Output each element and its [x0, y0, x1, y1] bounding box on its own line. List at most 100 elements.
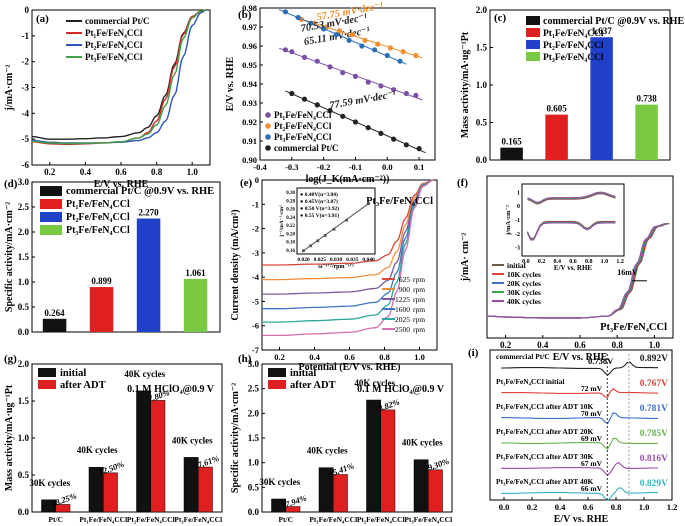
- panel-b-point: [327, 108, 333, 114]
- panel-e-inset-ytick: 0.16: [286, 249, 295, 254]
- panel-d-ytick-label: 2.0: [18, 227, 30, 237]
- panel-e-inset-point: [309, 244, 313, 248]
- panel-h-bar: [366, 399, 381, 513]
- panel-e-ytick-label: -2: [252, 224, 259, 234]
- panel-h-ytick-label: 2.5: [248, 384, 260, 394]
- panel-e-legend-unit: rpm: [413, 295, 425, 304]
- panel-i-peak-label: 0.781V: [640, 404, 668, 414]
- panel-f-inset-ytick: 1: [517, 190, 520, 196]
- panel-b-ytick-label: 0.98: [242, 3, 257, 13]
- panel-b-fit-line: [278, 47, 423, 101]
- panel-b-xtick-label: -0.4: [253, 162, 267, 172]
- panel-i-peak-label: 0.767V: [640, 379, 668, 389]
- panel-e-ytick-label: -5: [252, 296, 259, 306]
- panel-h-ytick-label: 0.0: [248, 507, 260, 517]
- panel-d-bar-label: 2.270: [138, 208, 159, 218]
- panel-i-xtick-label: 1.0: [639, 502, 650, 512]
- panel-b-point: [362, 37, 368, 43]
- panel-b-point: [403, 90, 409, 97]
- panel-h-category-label: Pt₃Fe/FeN₄CCl: [404, 515, 452, 524]
- panel-e-inset-ytick: 0.22: [286, 224, 295, 229]
- panel-f-xlabel: E/V vs. RHE: [553, 352, 608, 363]
- panel-e-inset-ytick: 0.24: [286, 216, 295, 221]
- panel-i-xtick-label: 1.2: [667, 502, 678, 512]
- panel-c-legend-label: commercial Pt/C @0.9V vs. RHE: [543, 16, 684, 27]
- panel-e-xlabel: Potential (E/V vs. RHE): [298, 362, 400, 373]
- panel-i-delta-label: 67 mV: [581, 459, 603, 468]
- panel-e-legend-label: 2025: [395, 315, 410, 324]
- panel-h-label: (h): [238, 353, 252, 365]
- panel-f-frame: [486, 175, 674, 339]
- panel-e-inset-xlabel: ω⁻¹ᐟ²/rpm⁻¹ᐟ²: [318, 263, 354, 270]
- panel-b-point: [327, 64, 333, 70]
- panel-d-bar: [42, 318, 67, 332]
- panel-e-legend-unit: rpm: [413, 315, 425, 324]
- panel-f-inset-frame: [521, 183, 625, 257]
- panel-f-legend-label: 10K cycles: [507, 270, 541, 279]
- panel-b-legend-label: commercial Pt/C: [274, 143, 339, 153]
- panel-d-legend-label: Pt₂Fe/FeN₄CCl: [66, 212, 130, 223]
- panel-e-inset-ytick: 0.26: [286, 208, 295, 213]
- panel-i-trace-line: [501, 388, 659, 398]
- panel-i-trace-name: Pt₃Fe/FeN₄CCl after ADT 10K: [496, 402, 593, 411]
- panel-d-bar: [183, 278, 208, 332]
- panel-b-point: [352, 119, 359, 125]
- panel-e-inset-ytick: 0.28: [286, 199, 295, 204]
- panel-f-inset-cv-line: [527, 220, 616, 239]
- panel-b-point: [378, 83, 384, 89]
- panel-e-ytick-label: -1: [252, 199, 259, 209]
- panel-d-bar-label: 0.264: [44, 308, 65, 318]
- panel-e-ytick-label: 0: [255, 175, 259, 185]
- panel-h-ytick-label: 1.5: [248, 433, 260, 443]
- panel-f-legend-label: 40K cycles: [507, 297, 541, 306]
- panel-b-point: [365, 125, 371, 131]
- panel-c-bar-label: 0.165: [501, 137, 522, 147]
- panel-e-legend-label: 1600: [395, 305, 410, 314]
- panel-i-trace-name: Pt₃Fe/FeN₄CCl after ADT 30K: [496, 452, 593, 461]
- panel-d-ytick-label: 1.0: [18, 277, 30, 287]
- panel-b-legend-swatch: [265, 112, 271, 118]
- panel-b-point: [333, 31, 339, 38]
- panel-d-ylabel: Specific activity/mA·cm⁻²: [4, 202, 15, 312]
- panel-f-cycle-line: [486, 223, 667, 319]
- panel-a-xtick-label: 1.0: [187, 167, 199, 177]
- panel-b-ytick-label: 0.97: [242, 22, 258, 32]
- panel-d-bar-label: 1.061: [185, 268, 206, 278]
- panel-f-label: (f): [457, 177, 468, 189]
- panel-b-point: [359, 43, 365, 49]
- panel-a-ytick-label: -5: [22, 134, 30, 144]
- panel-i-xlabel: E/V vs. RHE: [554, 514, 609, 525]
- panel-e-legend-unit: rpm: [413, 285, 425, 294]
- panel-b-point: [387, 45, 394, 51]
- panel-h-legend-swatch: [268, 368, 286, 377]
- panel-b-ytick-label: 0.93: [242, 98, 257, 108]
- panel-g-ytick-label: 0.5: [18, 470, 30, 480]
- panel-i-trace-line: [501, 412, 658, 425]
- panel-a-ytick-label: -2: [22, 57, 30, 67]
- panel-a-legend-label: Pt₁Fe/FeN₄CCl: [85, 28, 143, 38]
- panel-h-bar: [333, 474, 348, 513]
- panel-h-bar: [380, 409, 396, 513]
- panel-d-ytick-label: 2.5: [18, 202, 30, 212]
- panel-g-category-label: Pt/C: [48, 515, 63, 524]
- panel-g-bar: [103, 472, 118, 513]
- panel-g-label: (g): [4, 353, 17, 365]
- panel-b-xtick-label: 0.1: [414, 162, 425, 172]
- panel-c-legend-label: Pt₂Fe/FeN₄CCl: [543, 41, 604, 51]
- panel-f-inset-ytick: 0: [517, 204, 520, 210]
- panel-h-cycles-label: 40K cycles: [402, 438, 443, 448]
- panel-b-ytick-label: 0.92: [242, 117, 257, 127]
- panel-e-inset-xtick: 0.030: [330, 257, 343, 263]
- panel-i-peak-label: 0.829V: [640, 479, 668, 489]
- panel-e-inset-legend: ● 0.55 V(n=3.91): [300, 212, 339, 219]
- panel-c-legend-label: Pt₃Fe/FeN₄CCl: [543, 53, 604, 63]
- panel-f-xtick-label: 0.6: [574, 340, 586, 350]
- panel-a-legend-label: Pt₃Fe/FeN₄CCl: [85, 52, 143, 62]
- panel-f-legend-label: 30K cycles: [507, 288, 541, 297]
- panel-f-inset-ytick: -1: [515, 218, 520, 224]
- panel-f-inset-xtick: 0.0: [522, 259, 530, 265]
- panel-i-trace-name: commercial Pt/C: [496, 352, 550, 361]
- panel-g-legend-swatch: [38, 380, 56, 389]
- panel-g-category-label: Pt₁Fe/FeN₄CCl: [79, 515, 127, 524]
- panel-e-inset-legend: ● 0.40V(n=3.84): [300, 191, 338, 198]
